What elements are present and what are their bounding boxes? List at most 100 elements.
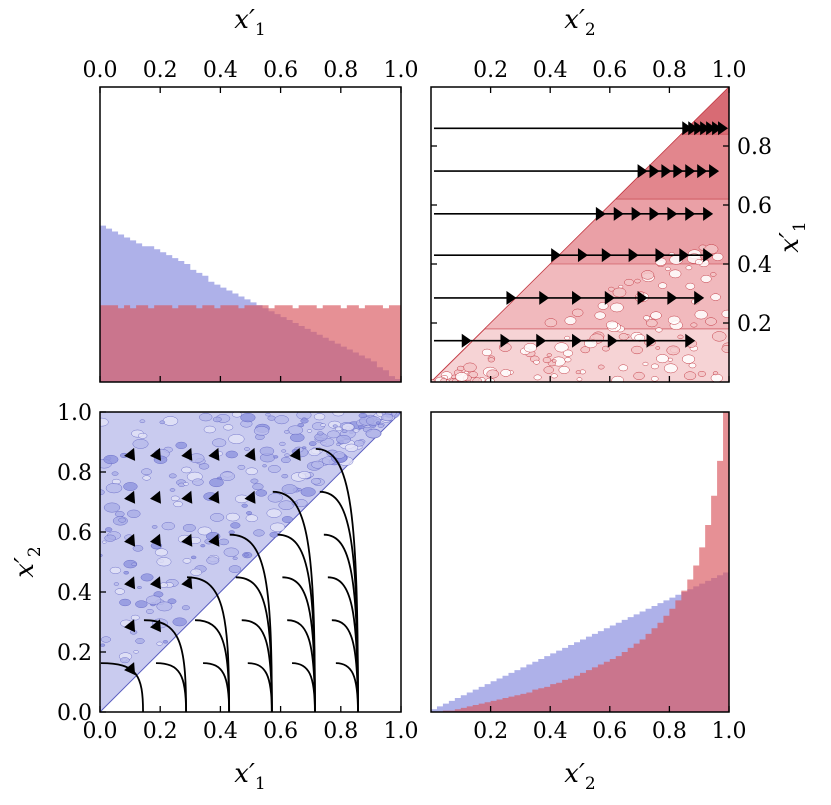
contour-speckle <box>218 538 229 546</box>
contour-speckle <box>564 335 571 341</box>
contour-speckle <box>281 516 294 523</box>
arrow-head <box>667 290 678 305</box>
arrow-trajectory <box>287 619 316 713</box>
contour-speckle <box>344 443 359 452</box>
contour-speckle <box>546 353 552 358</box>
contour-speckle <box>156 641 163 646</box>
arrow-head <box>697 164 708 179</box>
contour-speckle <box>252 483 264 491</box>
contour-speckle <box>182 558 192 564</box>
contour-speckle <box>269 531 279 538</box>
contour-speckle <box>452 378 458 382</box>
panel-top-right-contour: 0.2 0.4 0.6 0.8 1.0 0.2 0.4 0.6 0.8 <box>430 58 772 383</box>
contour-level <box>100 412 401 712</box>
arrow-head <box>706 121 717 136</box>
contour-speckle <box>472 377 482 382</box>
panel-bottom-left-contour: 0.0 0.2 0.4 0.6 0.8 1.0 0.0 0.2 0.4 0.6 0.8 1.0 <box>57 401 419 744</box>
contour-speckle <box>230 522 241 529</box>
tick-label: 0.0 <box>83 719 118 744</box>
arrow-head <box>500 333 511 348</box>
contour-speckle <box>262 464 267 468</box>
tick-label: 1.0 <box>57 401 92 426</box>
contour-speckle <box>250 478 259 484</box>
contour-speckle <box>667 315 681 325</box>
contour-speckle <box>123 559 138 569</box>
top-right-xlabel: x′2 <box>564 5 595 40</box>
contour-speckle <box>618 333 629 341</box>
contour-speckle <box>114 588 125 595</box>
arrow-head <box>604 290 615 305</box>
contour-speckle <box>564 357 572 363</box>
arrow-head <box>208 447 220 461</box>
contour-speckle <box>284 453 290 457</box>
contour-speckle <box>377 424 384 428</box>
contour-speckle <box>119 598 131 607</box>
contour-speckle <box>142 475 151 481</box>
arrow-head <box>649 164 660 179</box>
contour-speckle <box>114 511 125 518</box>
contour-speckle <box>311 460 324 469</box>
contour-speckle <box>133 650 139 654</box>
axis-labels: x′1 x′2x′1x′2x′1 x′2 <box>10 5 810 794</box>
contour-speckle <box>298 471 311 479</box>
contour-speckle <box>665 266 671 271</box>
contour-speckle <box>712 252 724 261</box>
contour-speckle <box>594 311 606 320</box>
contour-speckle <box>700 274 712 283</box>
axis-label-subscript: 1 <box>255 20 266 40</box>
contour-speckle <box>130 614 140 621</box>
contour-speckle <box>210 513 225 522</box>
tick-label: 0.8 <box>652 58 687 83</box>
contour-speckle <box>244 447 250 451</box>
contour-speckle <box>655 346 661 350</box>
contour-speckle <box>105 483 123 494</box>
arrow-head <box>607 333 618 348</box>
arrow-head <box>181 447 193 461</box>
bottom-left-ylabel: x′2 <box>10 546 45 577</box>
contour-speckle <box>580 346 590 354</box>
contour-speckle <box>650 363 659 370</box>
arrow-head <box>539 290 550 305</box>
contour-speckle <box>111 471 119 476</box>
contour-speckle <box>267 415 276 421</box>
contour-speckle <box>162 416 179 426</box>
contour-speckle <box>712 331 727 342</box>
arrow-head <box>149 490 161 504</box>
tick-label: 0.8 <box>323 58 358 83</box>
arrow-head <box>637 290 648 305</box>
tick-label: 0.2 <box>473 719 508 744</box>
contour-speckle <box>151 525 158 529</box>
contour-speckle <box>255 489 268 497</box>
contour-speckle <box>656 354 669 364</box>
contour-speckle <box>669 269 682 279</box>
tick-label: 0.8 <box>57 461 92 486</box>
arrow-head <box>685 206 696 221</box>
contour-speckle <box>313 413 326 421</box>
contour-speckle <box>618 364 629 372</box>
contour-speckle <box>181 605 190 611</box>
arrow-head <box>712 121 723 136</box>
contour-speckle <box>120 657 130 664</box>
contour-speckle <box>127 509 141 518</box>
contour-speckle <box>131 562 137 566</box>
contour-speckle <box>694 309 708 320</box>
contour-speckle <box>197 526 212 536</box>
contour-speckle <box>486 369 499 379</box>
arrow-head <box>572 290 583 305</box>
arrow-head <box>601 248 612 263</box>
contour-speckle <box>266 508 282 518</box>
arrow-head <box>679 248 690 263</box>
contour-speckle <box>317 431 324 436</box>
contour-speckle <box>273 455 279 459</box>
tick-label: 0.4 <box>57 581 92 606</box>
contour-speckle <box>212 416 222 423</box>
arrow-head <box>718 121 729 136</box>
contour-speckle <box>253 426 270 436</box>
contour-speckle <box>219 471 236 481</box>
tick-label: 0.4 <box>737 253 772 278</box>
contour-speckle <box>225 512 240 522</box>
contour-speckle <box>336 434 351 444</box>
tick-label: 0.4 <box>203 58 238 83</box>
tick-label: 0.2 <box>143 719 178 744</box>
arrow-head <box>124 447 136 461</box>
